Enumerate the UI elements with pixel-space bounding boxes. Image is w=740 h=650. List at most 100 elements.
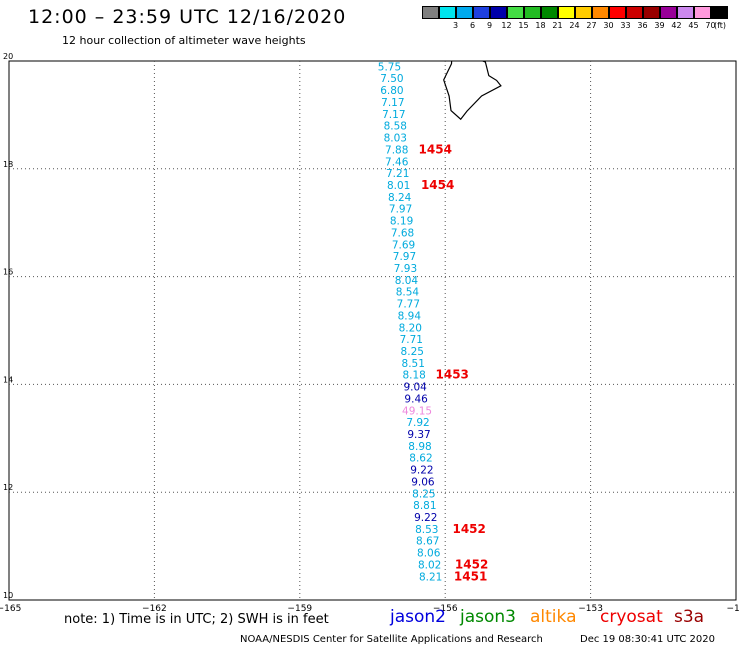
wave-height-label: 7.17 — [382, 109, 405, 121]
colorbar-swatch — [592, 6, 609, 19]
y-tick-label: 14 — [3, 375, 13, 384]
colorbar-label: 39 — [654, 21, 665, 30]
colorbar-label: 6 — [469, 21, 476, 30]
wave-height-label: 7.93 — [394, 263, 417, 275]
wave-height-label: 9.37 — [407, 429, 430, 441]
y-tick-label: 20 — [3, 52, 13, 61]
colorbar-swatch — [558, 6, 575, 19]
wave-height-label: 49.15 — [402, 405, 432, 417]
legend-item-cryosat: cryosat — [600, 607, 663, 627]
wave-height-label: 8.25 — [412, 488, 435, 500]
colorbar-swatch — [660, 6, 677, 19]
y-tick-label: 18 — [3, 160, 13, 169]
y-tick-label: 10 — [3, 591, 13, 600]
wave-height-label: 6.80 — [380, 85, 403, 97]
x-tick-label: −156 — [433, 604, 458, 612]
colorbar-label: 21 — [552, 21, 563, 30]
colorbar-swatch — [422, 6, 439, 19]
colorbar-label: 42 — [671, 21, 682, 30]
colorbar-label: 18 — [535, 21, 546, 30]
wave-height-label: 7.88 — [385, 144, 408, 156]
wave-height-label: 9.04 — [403, 382, 427, 394]
colorbar-label: 30 — [603, 21, 614, 30]
colorbar-swatch — [473, 6, 490, 19]
wave-height-label: 7.77 — [397, 299, 420, 311]
colorbar-label: 15 — [518, 21, 529, 30]
wave-height-label: 8.03 — [384, 133, 407, 145]
wave-height-label: 8.06 — [417, 548, 441, 560]
wave-height-label: 7.69 — [392, 239, 415, 251]
wave-height-label: 5.75 — [378, 61, 401, 73]
wave-height-label: 8.18 — [402, 370, 425, 382]
colorbar-swatch — [439, 6, 456, 19]
wave-height-label: 8.20 — [399, 322, 422, 334]
wave-height-label: 7.97 — [389, 204, 412, 216]
y-tick-label: 16 — [3, 268, 13, 277]
colorbar-swatch — [541, 6, 558, 19]
wave-height-label: 9.22 — [410, 465, 433, 477]
legend-item-jason2: jason2 — [390, 607, 446, 627]
wave-height-label: 7.68 — [391, 227, 414, 239]
wave-height-label: 8.54 — [396, 287, 420, 299]
credit-text: NOAA/NESDIS Center for Satellite Applica… — [240, 634, 543, 645]
wave-height-label: 8.21 — [419, 571, 442, 583]
legend-item-s3a: s3a — [674, 607, 705, 627]
colorbar-swatch — [524, 6, 541, 19]
wave-height-label: 8.94 — [398, 310, 422, 322]
colorbar-swatch — [507, 6, 524, 19]
x-tick-label: −165 — [0, 604, 21, 612]
pass-time-label: 1452 — [455, 557, 488, 571]
wave-height-label: 8.02 — [418, 559, 441, 571]
legend-item-altika: altika — [530, 607, 577, 627]
pass-time-label: 1454 — [419, 142, 452, 156]
x-tick-label: −15 — [727, 604, 740, 612]
colorbar-label: 45 — [688, 21, 699, 30]
pass-time-label: 1452 — [452, 522, 485, 536]
wave-height-map: −165−162−159−156−153−151012141618205.757… — [0, 52, 740, 612]
wave-height-label: 8.67 — [416, 536, 439, 548]
wave-height-label: 8.81 — [413, 500, 436, 512]
coastline-hawaii — [443, 61, 502, 121]
colorbar-swatch — [694, 6, 711, 19]
wave-height-label: 7.50 — [380, 73, 403, 85]
wave-height-label: 7.71 — [400, 334, 423, 346]
colorbar-swatch — [490, 6, 507, 19]
colorbar-label: 3 — [452, 21, 459, 30]
colorbar-swatch — [643, 6, 660, 19]
wave-height-label: 8.01 — [387, 180, 410, 192]
colorbar-unit: (ft) — [714, 21, 727, 30]
legend-item-jason3: jason3 — [460, 607, 516, 627]
map-frame — [8, 60, 737, 601]
wave-height-label: 8.62 — [409, 453, 432, 465]
timestamp-text: Dec 19 08:30:41 UTC 2020 — [580, 634, 715, 645]
colorbar-label: 36 — [637, 21, 648, 30]
x-tick-label: −153 — [578, 604, 603, 612]
wave-height-label: 7.46 — [385, 156, 409, 168]
page-title: 12:00 – 23:59 UTC 12/16/2020 — [28, 6, 347, 28]
colorbar-label: 70 — [705, 21, 716, 30]
wave-height-label: 8.19 — [390, 216, 413, 228]
wave-height-label: 7.97 — [393, 251, 416, 263]
x-tick-label: −159 — [287, 604, 312, 612]
wave-height-label: 7.17 — [381, 97, 404, 109]
colorbar-label: 9 — [486, 21, 493, 30]
wave-height-label: 9.46 — [404, 393, 428, 405]
page-subtitle: 12 hour collection of altimeter wave hei… — [62, 34, 306, 47]
footer-note: note: 1) Time is in UTC; 2) SWH is in fe… — [64, 612, 329, 627]
colorbar-label: 24 — [569, 21, 580, 30]
wave-height-label: 9.22 — [414, 512, 437, 524]
colorbar-label: 12 — [501, 21, 512, 30]
wave-height-label: 8.04 — [395, 275, 419, 287]
colorbar-swatch — [711, 6, 728, 19]
wave-height-label: 8.25 — [401, 346, 424, 358]
x-tick-label: −162 — [142, 604, 167, 612]
wave-height-label: 8.51 — [402, 358, 425, 370]
colorbar-label: 27 — [586, 21, 597, 30]
y-tick-label: 12 — [3, 483, 13, 492]
pass-time-label: 1454 — [421, 178, 454, 192]
pass-time-label: 1453 — [436, 368, 469, 382]
colorbar-swatch — [609, 6, 626, 19]
wave-height-label: 8.58 — [384, 121, 407, 133]
colorbar-swatch — [456, 6, 473, 19]
wave-height-label: 7.92 — [406, 417, 429, 429]
